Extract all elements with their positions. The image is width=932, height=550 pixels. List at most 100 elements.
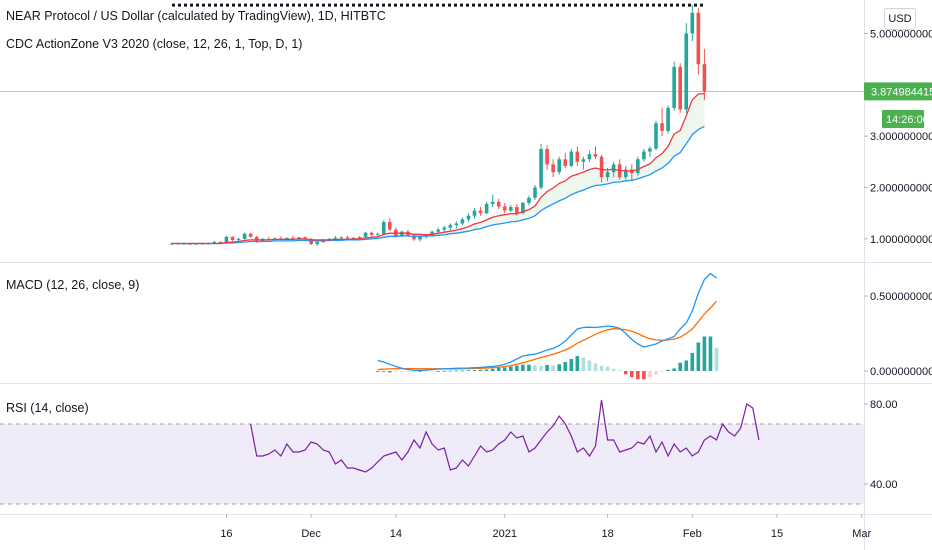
candle-body [236,238,241,240]
candle [690,5,695,42]
macd-histogram-bar [611,368,616,371]
candle [242,232,247,240]
candle [557,156,561,175]
candle [569,148,574,167]
candle [248,232,253,238]
macd-histogram-bar [394,371,398,373]
candle-body [605,172,610,178]
time-axis[interactable]: 16Dec14202118Feb15Mar15 [220,514,932,540]
candle-body [345,237,350,239]
candle-body [388,221,392,230]
candle-body [375,233,380,235]
candle-body [611,164,616,173]
candle-body [285,237,289,240]
macd-histogram-bar [636,371,640,380]
macd-histogram-bar [714,347,719,371]
currency-button[interactable]: USD [884,8,916,30]
macd-histogram-bar [521,364,525,371]
candle-body [412,235,416,240]
candle [617,159,622,180]
symbol-title: NEAR Protocol / US Dollar (calculated by… [6,9,386,23]
candle-body [418,236,422,240]
macd-histogram-bar [678,362,682,371]
current-price-tag: 3.874984415 14:26:00 [864,82,932,128]
price-axis[interactable]: 1.000000000 2.000000000 3.000000000 5.00000… [864,28,932,491]
candle-body [581,159,586,162]
macd-histogram-bar [430,371,434,372]
candle-body [527,197,531,203]
price-axis-label: 0.000000000 [870,366,932,378]
macd-histogram-bar [630,371,634,377]
macd-histogram-bar [599,365,604,371]
macd-histogram-bar [478,369,483,371]
macd-histogram-bar [375,371,380,372]
macd-histogram-bar [581,357,586,371]
candle [539,143,543,190]
candle-body [539,148,543,188]
candle [593,146,598,160]
main-price-pane[interactable] [0,3,864,247]
candle-body [696,12,701,65]
candle-body [521,202,525,214]
time-axis-label: 18 [601,528,613,540]
candle [369,231,374,237]
candle [381,220,386,235]
candle [466,213,471,222]
macd-histogram-bar [460,370,465,372]
bar-countdown: 14:26:00 [886,114,929,126]
candle-body [224,236,229,244]
candle-body [436,229,440,232]
macd-histogram-bar [424,371,428,372]
candle [454,221,459,229]
candle [496,198,501,210]
macd-histogram-bar [545,365,549,371]
candle [623,165,628,180]
macd-histogram-bar [400,371,404,372]
candle-body [496,201,501,207]
candle-body [248,233,253,237]
price-axis-label: 5.000000000 [870,28,932,40]
macd-histogram-bar [696,342,701,371]
macd-histogram-bar [502,367,507,371]
macd-histogram-bar [690,353,695,371]
candle [388,218,392,232]
candle [527,195,531,206]
candle-body [684,33,689,110]
candle-body [484,203,489,214]
candle-body [551,164,555,173]
candle [587,150,592,162]
candle-body [230,236,235,240]
candle [696,7,701,75]
macd-histogram-bar [605,366,610,371]
candle-body [533,187,537,198]
candle [642,148,646,162]
time-axis-label: Mar [852,528,871,540]
price-axis-label: 2.000000000 [870,183,932,195]
candle [678,63,682,114]
candle-body [509,207,513,211]
candle-body [557,159,561,173]
macd-histogram-bar [490,368,495,371]
macd-pane[interactable] [375,272,719,380]
candle-body [515,207,519,214]
candle [478,207,483,216]
macd-histogram-bar [617,370,622,372]
macd-histogram-bar [448,370,453,372]
macd-histogram-bar [593,363,598,371]
candle [672,61,676,111]
macd-histogram-bar [381,371,386,372]
candle [702,48,707,101]
candle [448,223,453,231]
candle-body [291,237,295,239]
macd-histogram-bar [454,370,459,372]
macd-histogram-bar [509,366,513,371]
macd-line [377,272,717,372]
candle-body [478,210,483,214]
candle [490,194,495,208]
macd-histogram-bar [484,369,489,371]
candle-body [430,231,434,236]
rsi-pane[interactable] [0,399,864,505]
time-axis-label: 2021 [493,528,517,540]
candle-body [672,66,676,108]
